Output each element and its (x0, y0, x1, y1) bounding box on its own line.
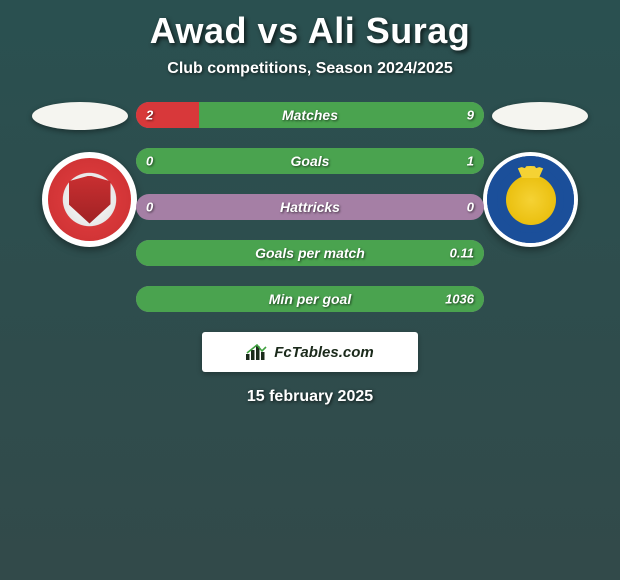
stat-value-right: 0.11 (450, 246, 474, 261)
fctables-watermark: FcTables.com (202, 332, 418, 372)
stat-label: Goals per match (255, 245, 365, 261)
fctables-label: FcTables.com (274, 344, 373, 361)
country-flag-right (492, 102, 588, 130)
stat-label: Min per goal (269, 291, 351, 307)
stat-value-right: 1036 (445, 292, 474, 307)
date: 15 february 2025 (20, 388, 600, 406)
stat-row: Goals per match 0.11 (136, 240, 484, 266)
stat-value-left: 0 (146, 200, 153, 215)
club-badge-right (483, 152, 578, 247)
stat-value-right: 0 (467, 200, 474, 215)
stat-bar-right (199, 102, 484, 128)
stat-label: Hattricks (280, 199, 340, 215)
stat-row: Min per goal 1036 (136, 286, 484, 312)
stat-label: Matches (282, 107, 338, 123)
country-flag-left (32, 102, 128, 130)
stat-row: Goals 0 1 (136, 148, 484, 174)
stat-row: Matches 2 9 (136, 102, 484, 128)
stat-value-left: 2 (146, 108, 153, 123)
page-title: Awad vs Ali Surag (20, 10, 600, 52)
stat-row: Hattricks 0 0 (136, 194, 484, 220)
stat-value-left: 0 (146, 154, 153, 169)
chart-icon (246, 344, 268, 360)
stat-value-right: 1 (467, 154, 474, 169)
club-badge-left (42, 152, 137, 247)
stat-value-right: 9 (467, 108, 474, 123)
subtitle: Club competitions, Season 2024/2025 (20, 60, 600, 78)
stat-label: Goals (291, 153, 330, 169)
stats-area: Matches 2 9 Goals 0 1 Hattricks 0 0 Goals per mat… (20, 102, 600, 312)
